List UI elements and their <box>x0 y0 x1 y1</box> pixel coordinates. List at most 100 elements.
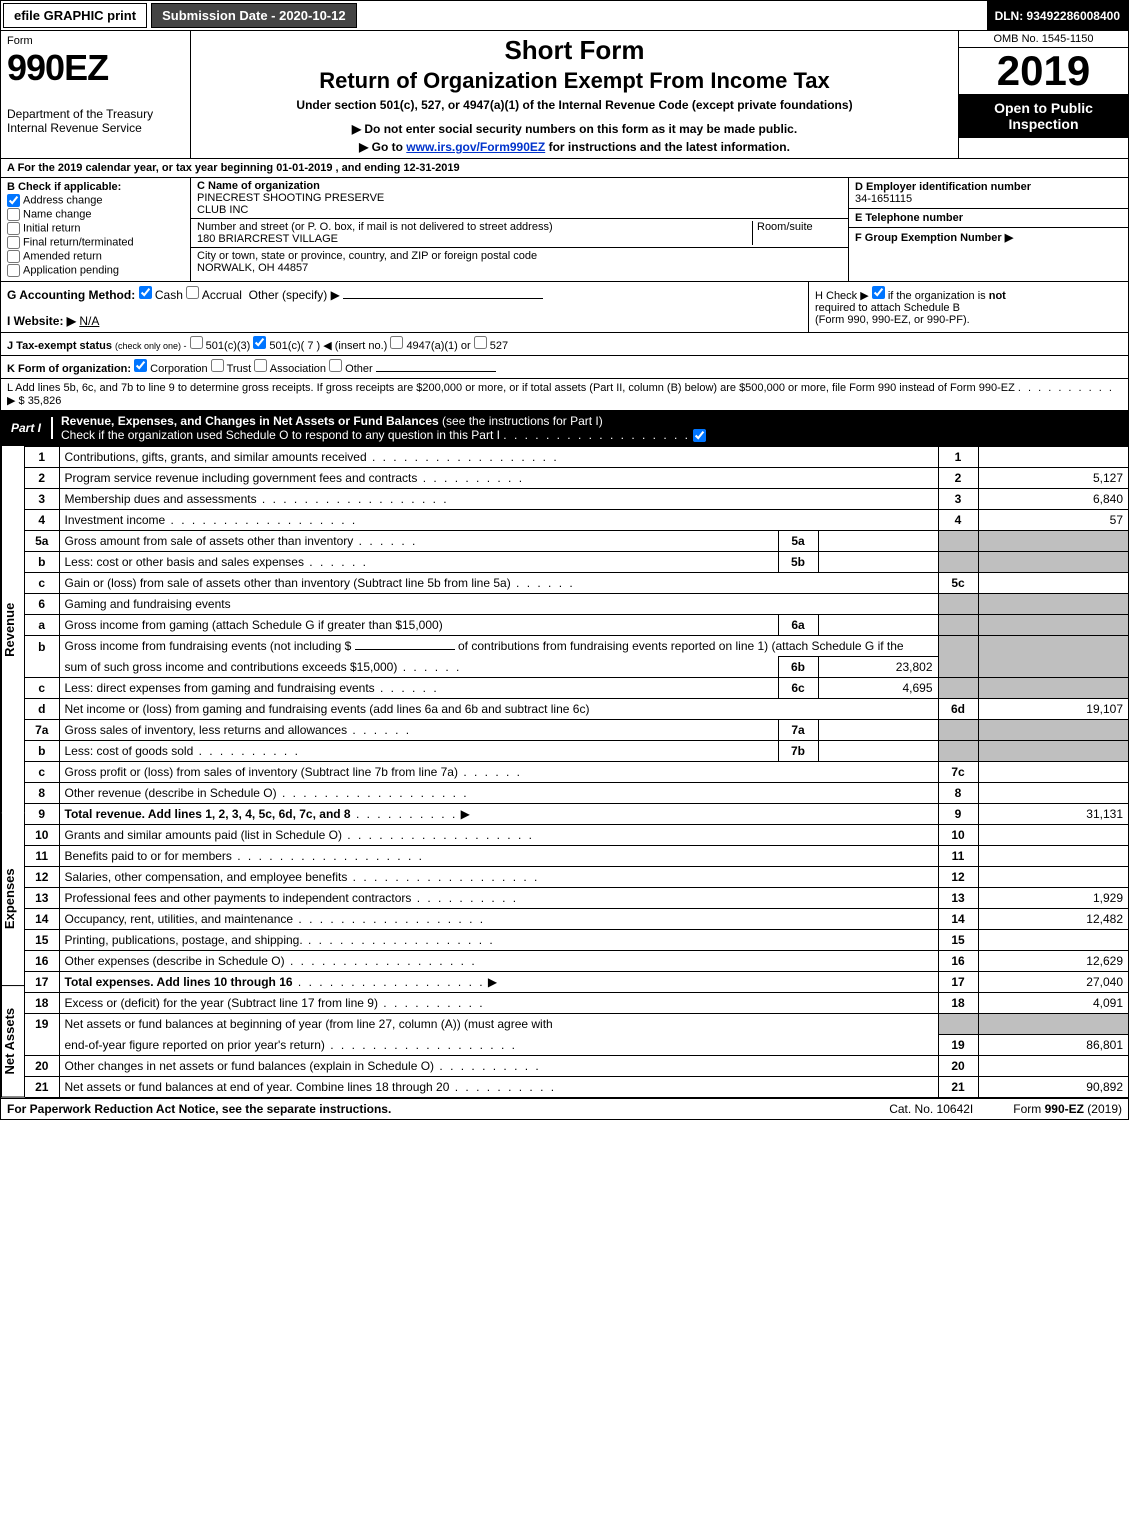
line-11-ref: 11 <box>938 846 978 867</box>
omb-number: OMB No. 1545-1150 <box>959 31 1128 48</box>
line-19-desc2: end-of-year figure reported on prior yea… <box>65 1038 325 1052</box>
line-13-no: 13 <box>25 888 59 909</box>
line-16: 16Other expenses (describe in Schedule O… <box>25 951 1128 972</box>
h-req: required to attach Schedule B <box>815 302 1122 314</box>
row-k: K Form of organization: Corporation Trus… <box>1 355 1128 378</box>
grey-cell <box>978 1014 1128 1035</box>
street-value: 180 BRIARCREST VILLAGE <box>197 233 752 245</box>
grey-cell <box>938 552 978 573</box>
chk-final-return-label: Final return/terminated <box>23 236 134 248</box>
section-expenses: Expenses <box>1 813 25 986</box>
grey-cell <box>978 531 1128 552</box>
line-19-desc: Net assets or fund balances at beginning… <box>59 1014 938 1035</box>
chk-501c[interactable] <box>253 336 266 349</box>
line-6b-mref: 6b <box>778 657 818 678</box>
chk-address-change[interactable]: Address change <box>7 194 184 207</box>
chk-accrual[interactable] <box>186 286 199 299</box>
h-forms: (Form 990, 990-EZ, or 990-PF). <box>815 314 1122 326</box>
line-20: 20 Other changes in net assets or fund ba… <box>25 1055 1128 1076</box>
lines-table-wrap: 1Contributions, gifts, grants, and simil… <box>25 446 1128 1098</box>
chk-corporation[interactable] <box>134 359 147 372</box>
line-11-no: 11 <box>25 846 59 867</box>
city-value: NORWALK, OH 44857 <box>197 262 842 274</box>
chk-amended-return[interactable]: Amended return <box>7 250 184 263</box>
topbar: efile GRAPHIC print Submission Date - 20… <box>1 1 1128 30</box>
chk-schedule-b-not-required[interactable] <box>872 286 885 299</box>
line-7a-mref: 7a <box>778 720 818 741</box>
line-9: 9Total revenue. Add lines 1, 2, 3, 4, 5c… <box>25 804 1128 825</box>
line-5a-mval <box>818 531 938 552</box>
line-21: 21Net assets or fund balances at end of … <box>25 1076 1128 1097</box>
submission-date-button[interactable]: Submission Date - 2020-10-12 <box>151 3 357 28</box>
chk-association[interactable] <box>254 359 267 372</box>
line-20-no: 20 <box>25 1055 59 1076</box>
chk-amended-return-label: Amended return <box>23 250 102 262</box>
line-5b-mref: 5b <box>778 552 818 573</box>
form-header: Form 990EZ Department of the Treasury In… <box>1 30 1128 158</box>
grey-cell <box>938 594 978 615</box>
line-6: 6Gaming and fundraising events <box>25 594 1128 615</box>
group-exempt-row: F Group Exemption Number ▶ <box>849 228 1128 247</box>
lbl-association: Association <box>270 363 326 375</box>
col-b-checkboxes: B Check if applicable: Address change Na… <box>1 178 191 281</box>
irs-link[interactable]: www.irs.gov/Form990EZ <box>406 140 545 154</box>
chk-501c3[interactable] <box>190 336 203 349</box>
chk-final-return[interactable]: Final return/terminated <box>7 236 184 249</box>
row-l: L Add lines 5b, 6c, and 7b to line 9 to … <box>1 378 1128 410</box>
line-2: 2Program service revenue including gover… <box>25 468 1128 489</box>
line-18-desc: Excess or (deficit) for the year (Subtra… <box>65 996 378 1010</box>
line-10: 10Grants and similar amounts paid (list … <box>25 825 1128 846</box>
chk-trust[interactable] <box>211 359 224 372</box>
dln-label: DLN: 93492286008400 <box>987 1 1128 30</box>
other-org-input[interactable] <box>376 371 496 372</box>
chk-527[interactable] <box>474 336 487 349</box>
form-label: Form <box>7 35 184 47</box>
line-21-no: 21 <box>25 1076 59 1097</box>
grey-cell <box>938 531 978 552</box>
line-8: 8Other revenue (describe in Schedule O)8 <box>25 783 1128 804</box>
line-20-desc: Other changes in net assets or fund bala… <box>65 1059 435 1073</box>
line-19-no2 <box>25 1034 59 1055</box>
lbl-other-org: Other <box>345 363 373 375</box>
chk-application-pending[interactable]: Application pending <box>7 264 184 277</box>
other-specify-label: Other (specify) ▶ <box>249 288 340 302</box>
goto-post: for instructions and the latest informat… <box>545 140 790 154</box>
efile-print-button[interactable]: efile GRAPHIC print <box>3 3 147 28</box>
chk-schedule-o-used[interactable] <box>693 429 706 442</box>
other-specify-input[interactable] <box>343 298 543 299</box>
line-6b-contrib-input[interactable] <box>355 649 455 650</box>
line-17-no: 17 <box>25 972 59 993</box>
line-8-ref: 8 <box>938 783 978 804</box>
line-10-ref: 10 <box>938 825 978 846</box>
line-4-val: 57 <box>978 510 1128 531</box>
goto-row: ▶ Go to www.irs.gov/Form990EZ for instru… <box>199 140 950 154</box>
chk-other-org[interactable] <box>329 359 342 372</box>
dots <box>277 786 469 800</box>
grey-cell <box>938 636 978 657</box>
line-18-val: 4,091 <box>978 993 1128 1014</box>
dots <box>304 555 368 569</box>
line-19-val: 86,801 <box>978 1034 1128 1055</box>
grey-cell <box>938 720 978 741</box>
line-6b-no2 <box>25 657 59 678</box>
chk-initial-return[interactable]: Initial return <box>7 222 184 235</box>
line-6d: dNet income or (loss) from gaming and fu… <box>25 699 1128 720</box>
line-4-no: 4 <box>25 510 59 531</box>
org-name-2: CLUB INC <box>197 204 842 216</box>
chk-name-change[interactable]: Name change <box>7 208 184 221</box>
dots <box>257 492 449 506</box>
org-name-label: C Name of organization <box>197 180 842 192</box>
city-label: City or town, state or province, country… <box>197 250 842 262</box>
chk-cash[interactable] <box>139 286 152 299</box>
line-6b-r2: sum of such gross income and contributio… <box>25 657 1128 678</box>
line-5c-val <box>978 573 1128 594</box>
room-suite-label: Room/suite <box>752 221 842 245</box>
lines-table: 1Contributions, gifts, grants, and simil… <box>25 446 1128 1098</box>
line-1-no: 1 <box>25 447 59 468</box>
website-value: N/A <box>79 314 99 328</box>
chk-4947a1[interactable] <box>390 336 403 349</box>
dots <box>375 681 439 695</box>
line-14-desc: Occupancy, rent, utilities, and maintena… <box>65 912 294 926</box>
l-text: L Add lines 5b, 6c, and 7b to line 9 to … <box>7 382 1015 394</box>
street-row: Number and street (or P. O. box, if mail… <box>191 219 848 248</box>
